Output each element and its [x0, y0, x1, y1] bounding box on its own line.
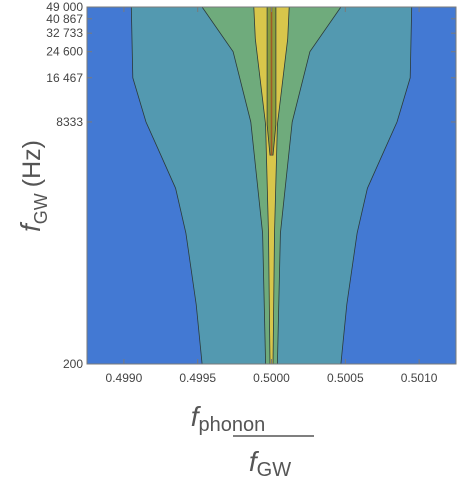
x-axis: 0.4990 0.4995 0.5000 0.5005 0.5010	[106, 7, 438, 385]
y-tick-label: 40 867	[46, 12, 83, 26]
y-tick-label: 200	[63, 357, 83, 371]
x-tick-label: 0.5005	[327, 371, 364, 385]
contour-region-5	[253, 7, 290, 364]
x-tick-label: 0.4995	[179, 371, 216, 385]
contour-regions	[87, 7, 456, 364]
y-axis-title-units: (Hz)	[18, 140, 46, 187]
x-axis-title-denominator: fGW	[249, 446, 291, 481]
y-tick-label: 49 000	[46, 0, 83, 14]
y-tick-label: 8333	[56, 115, 83, 129]
x-tick-label: 0.5010	[401, 371, 438, 385]
y-axis-title-sub: GW	[31, 193, 51, 224]
x-axis-numerator-main: f	[191, 401, 202, 432]
x-axis-numerator-sub: phonon	[199, 414, 266, 436]
y-tick-label: 24 600	[46, 45, 83, 59]
y-axis-title-main: f	[15, 221, 46, 232]
x-axis-denominator-main: f	[249, 446, 260, 477]
x-axis-title-numerator: fphonon	[191, 401, 266, 436]
x-axis-denominator-sub: GW	[257, 459, 292, 481]
x-tick-label: 0.4990	[106, 371, 143, 385]
y-tick-label: 16 467	[46, 71, 83, 85]
x-tick-label: 0.5000	[253, 371, 290, 385]
y-axis-title: fGW (Hz)	[15, 140, 51, 232]
y-tick-label: 32 733	[46, 26, 83, 40]
